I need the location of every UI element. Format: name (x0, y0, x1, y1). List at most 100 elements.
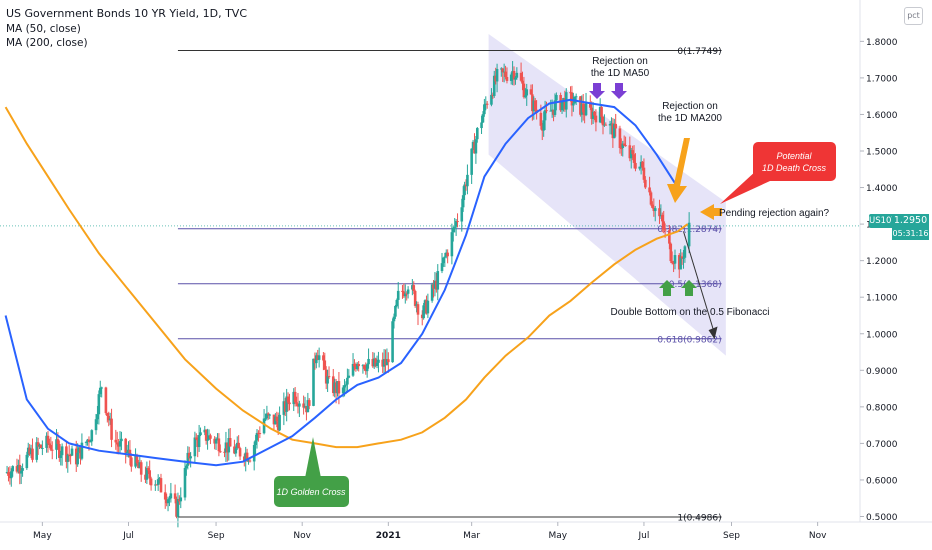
candle-body[interactable] (66, 454, 70, 462)
candle-body[interactable] (216, 438, 219, 440)
candle-body[interactable] (344, 384, 348, 386)
candle-body[interactable] (227, 438, 231, 453)
candle-body[interactable] (244, 452, 248, 462)
candle-body[interactable] (550, 109, 554, 111)
candle-body[interactable] (248, 460, 252, 462)
candle-body[interactable] (588, 103, 592, 108)
candle-body[interactable] (476, 128, 479, 140)
candle-body[interactable] (382, 359, 386, 367)
candle-body[interactable] (275, 416, 279, 422)
candle-body[interactable] (176, 499, 180, 517)
candle-body[interactable] (207, 435, 211, 440)
candle-body[interactable] (442, 257, 445, 264)
candle-body[interactable] (545, 110, 548, 112)
candle-body[interactable] (28, 447, 31, 455)
candle-body[interactable] (391, 321, 394, 363)
legend-ma50[interactable]: MA (50, close) (6, 23, 81, 35)
candle-body[interactable] (395, 299, 399, 306)
candle-body[interactable] (450, 232, 454, 257)
candle-body[interactable] (8, 475, 12, 479)
candle-body[interactable] (492, 75, 496, 96)
candle-body[interactable] (446, 252, 449, 257)
ma50-line[interactable] (4, 98, 679, 467)
candle-body[interactable] (234, 448, 238, 454)
candle-body[interactable] (145, 468, 149, 480)
candle-body[interactable] (138, 462, 142, 469)
candle-body[interactable] (542, 120, 545, 131)
candle-body[interactable] (178, 499, 181, 502)
candle-body[interactable] (137, 463, 140, 469)
candle-body[interactable] (553, 100, 557, 115)
candle-body[interactable] (60, 446, 64, 456)
candle-body[interactable] (233, 446, 236, 454)
candle-body[interactable] (515, 72, 519, 78)
candle-body[interactable] (100, 387, 103, 389)
candle-body[interactable] (268, 414, 272, 416)
candle-body[interactable] (420, 314, 424, 319)
candle-body[interactable] (90, 430, 94, 442)
candle-body[interactable] (444, 252, 448, 257)
candle-body[interactable] (494, 75, 497, 82)
candle-body[interactable] (312, 358, 315, 406)
candle-body[interactable] (346, 377, 349, 385)
candle-body[interactable] (569, 92, 572, 94)
candle-body[interactable] (213, 438, 216, 444)
candle-body[interactable] (600, 107, 603, 117)
candle-body[interactable] (500, 68, 503, 70)
candle-body[interactable] (463, 184, 466, 196)
candle-body[interactable] (490, 94, 493, 105)
candle-body[interactable] (641, 161, 644, 168)
candle-body[interactable] (563, 98, 567, 110)
candle-body[interactable] (683, 246, 687, 258)
candle-body[interactable] (593, 111, 596, 116)
candle-body[interactable] (336, 381, 339, 394)
candle-body[interactable] (245, 452, 249, 462)
legend-ma200[interactable]: MA (200, close) (6, 37, 88, 49)
candle-body[interactable] (154, 484, 157, 486)
candle-body[interactable] (454, 221, 458, 227)
candle-body[interactable] (255, 432, 259, 441)
candle-body[interactable] (384, 359, 387, 366)
candle-body[interactable] (97, 394, 101, 415)
candle-body[interactable] (584, 103, 588, 116)
candle-body[interactable] (302, 403, 305, 408)
candle-body[interactable] (196, 439, 200, 448)
candle-body[interactable] (533, 100, 537, 110)
candle-body[interactable] (574, 96, 578, 98)
candle-body[interactable] (264, 418, 267, 420)
candle-body[interactable] (583, 112, 586, 116)
candle-body[interactable] (612, 123, 616, 139)
candle-body[interactable] (629, 150, 633, 159)
candle-body[interactable] (243, 456, 246, 462)
candle-body[interactable] (413, 290, 417, 306)
candle-body[interactable] (31, 448, 34, 460)
candle-body[interactable] (580, 103, 584, 115)
candle-body[interactable] (324, 369, 328, 384)
candle-body[interactable] (658, 208, 661, 217)
candle-body[interactable] (114, 439, 118, 443)
candle-body[interactable] (504, 71, 507, 77)
candle-body[interactable] (341, 387, 345, 394)
candle-body[interactable] (303, 406, 307, 408)
candle-body[interactable] (381, 359, 384, 367)
candle-body[interactable] (598, 107, 602, 123)
candle-body[interactable] (648, 187, 651, 193)
candle-body[interactable] (639, 161, 643, 167)
candle-body[interactable] (17, 464, 20, 472)
candle-body[interactable] (124, 438, 127, 453)
candle-body[interactable] (65, 446, 68, 462)
candle-body[interactable] (634, 162, 637, 169)
candle-body[interactable] (351, 363, 355, 376)
candle-body[interactable] (559, 95, 562, 111)
candle-body[interactable] (521, 80, 524, 84)
candle-body[interactable] (403, 293, 407, 297)
candle-body[interactable] (155, 484, 159, 486)
candle-body[interactable] (367, 358, 370, 365)
candle-body[interactable] (134, 455, 137, 467)
candle-body[interactable] (9, 471, 13, 479)
candle-body[interactable] (296, 403, 300, 407)
candle-body[interactable] (322, 355, 325, 361)
candle-body[interactable] (55, 439, 58, 450)
candle-body[interactable] (394, 305, 397, 317)
candle-body[interactable] (532, 100, 536, 112)
